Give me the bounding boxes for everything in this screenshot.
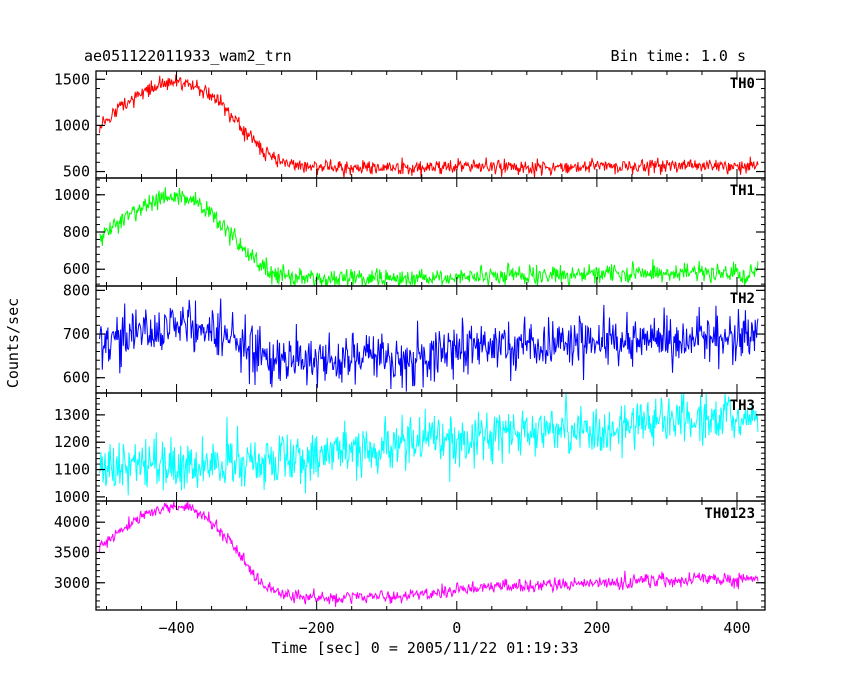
y-tick-label: 1200 xyxy=(54,433,90,451)
plot-title: ae051122011933_wam2_trn xyxy=(84,47,292,65)
panel-label-th3: TH3 xyxy=(730,398,755,414)
y-tick-label: 1500 xyxy=(54,70,90,88)
y-tick-label: 3000 xyxy=(54,574,90,592)
y-tick-label: 3500 xyxy=(54,543,90,561)
y-tick-label: 4000 xyxy=(54,513,90,531)
y-tick-label: 1000 xyxy=(54,186,90,204)
panel-th0: 500 1000 1500 TH0 xyxy=(54,70,766,181)
x-tick-label: 0 xyxy=(452,619,461,637)
series-line-th3 xyxy=(99,393,759,496)
panel-label-th1: TH1 xyxy=(730,183,755,199)
x-axis-title: Time [sec] 0 = 2005/11/22 01:19:33 xyxy=(271,639,578,657)
y-tick-label: 800 xyxy=(63,223,90,241)
y-axis-title: Counts/sec xyxy=(4,298,22,388)
panel-frame xyxy=(95,392,766,502)
panel-th1: 600 800 1000 TH1 xyxy=(54,177,766,287)
y-tick-label: 1300 xyxy=(54,406,90,424)
panel-label-th2: TH2 xyxy=(730,291,755,307)
panel-label-th0123: TH0123 xyxy=(704,506,755,522)
y-tick-label: 1000 xyxy=(54,488,90,506)
y-tick-label: 1100 xyxy=(54,461,90,479)
panel-stack: 500 1000 1500 TH0 600 800 1000 TH1 600 700 800 TH2 1… xyxy=(54,70,766,611)
series-line-th1 xyxy=(99,187,759,286)
panel-th0123: 3000 3500 4000 TH0123 xyxy=(54,500,766,611)
y-tick-label: 500 xyxy=(63,163,90,181)
panel-label-th0: TH0 xyxy=(730,76,755,92)
series-line-th0123 xyxy=(99,501,759,608)
x-tick-label: −200 xyxy=(299,619,335,637)
panel-frame xyxy=(95,500,766,611)
panel-th2: 600 700 800 TH2 xyxy=(63,281,766,394)
y-tick-label: 600 xyxy=(63,260,90,278)
y-tick-label: 1000 xyxy=(54,116,90,134)
x-tick-label: −400 xyxy=(158,619,194,637)
panel-th3: 1000 1100 1200 1300 TH3 xyxy=(54,392,766,506)
y-tick-label: 600 xyxy=(63,369,90,387)
x-axis: −400 −200 0 200 400 xyxy=(158,619,750,637)
panel-frame xyxy=(95,177,766,287)
bin-time-label: Bin time: 1.0 s xyxy=(611,47,746,65)
series-line-th2 xyxy=(99,298,759,392)
x-tick-label: 200 xyxy=(583,619,610,637)
x-tick-label: 400 xyxy=(723,619,750,637)
y-tick-label: 700 xyxy=(63,325,90,343)
series-line-th0 xyxy=(99,74,759,178)
y-tick-label: 800 xyxy=(63,281,90,299)
